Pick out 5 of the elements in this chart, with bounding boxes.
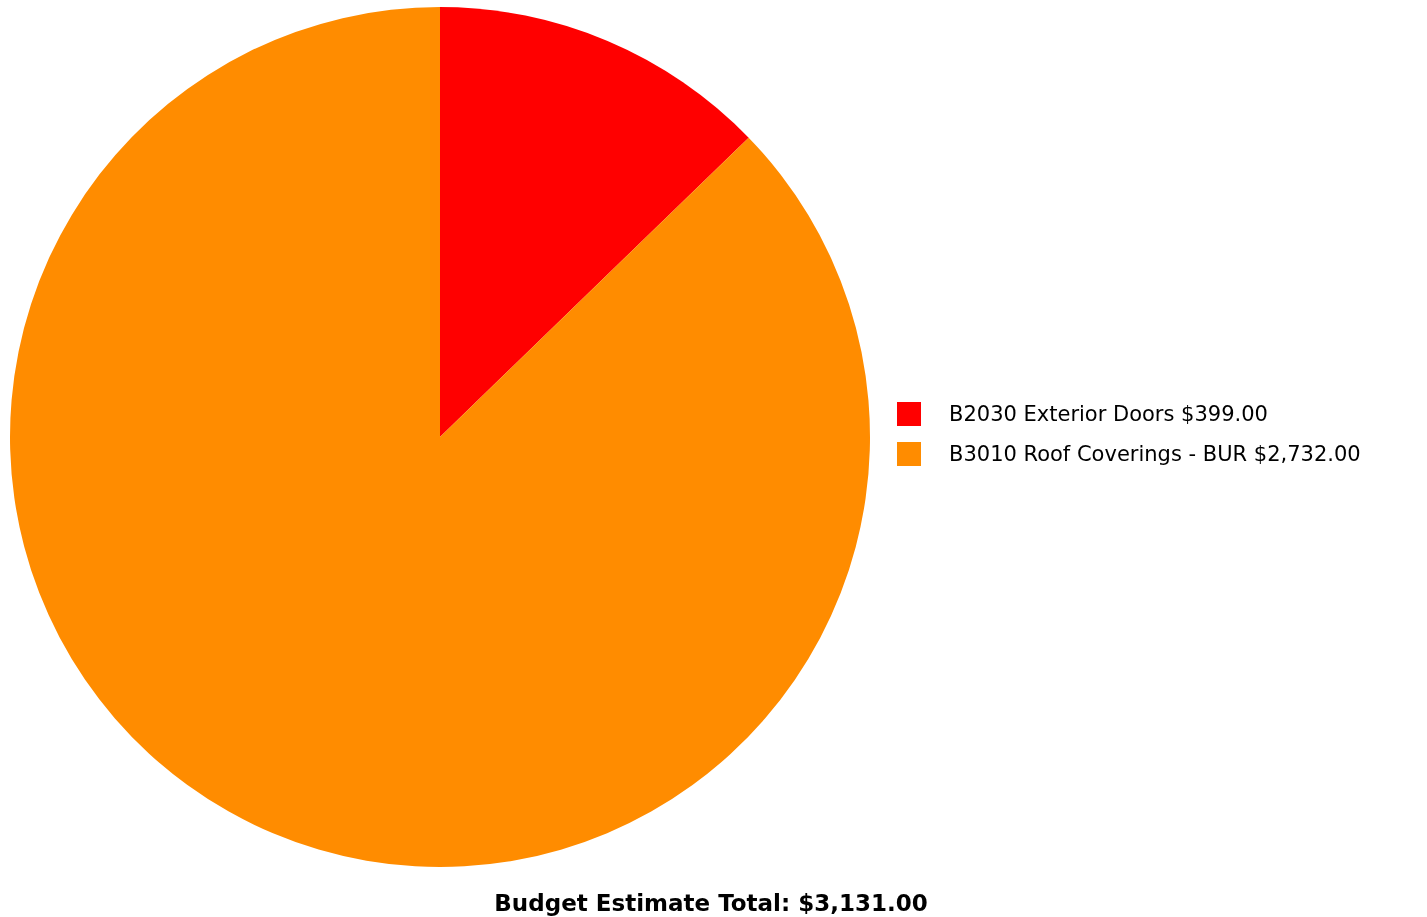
legend-label: B2030 Exterior Doors $399.00 bbox=[949, 402, 1268, 427]
pie-slice bbox=[440, 7, 749, 437]
pie-slice bbox=[10, 7, 870, 867]
legend-label: B3010 Roof Coverings - BUR $2,732.00 bbox=[949, 442, 1361, 467]
text: Budget Estimate Total: $3,131.00 bbox=[494, 890, 928, 917]
